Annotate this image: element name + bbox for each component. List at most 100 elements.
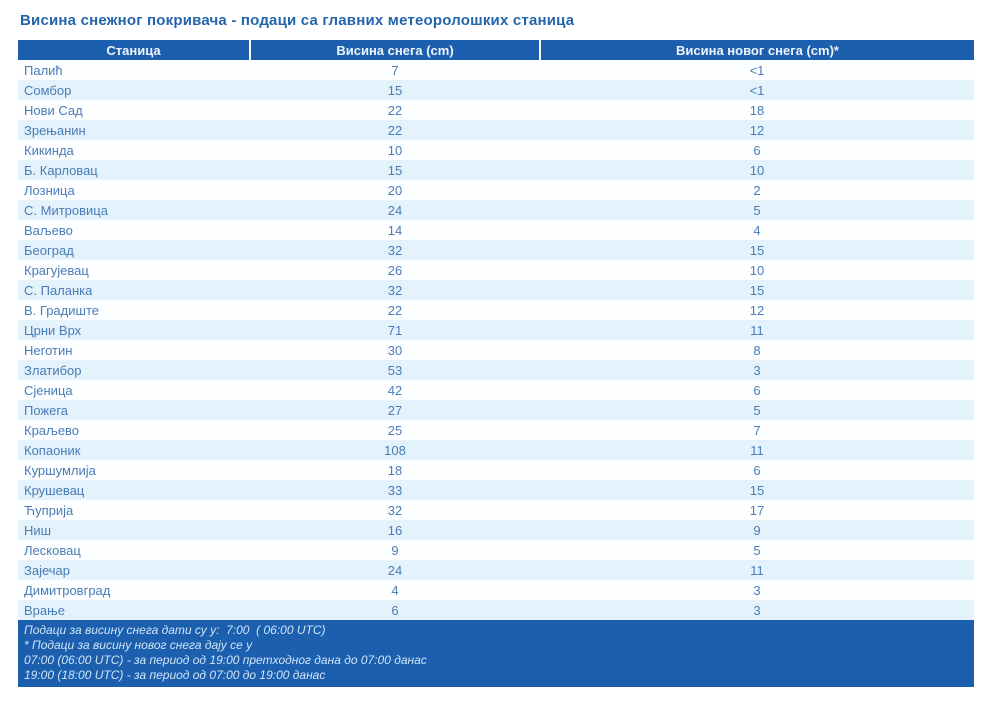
new-snow-height-cell: 15	[749, 282, 765, 298]
station-cell: Краљево	[24, 422, 80, 438]
station-cell: Димитровград	[24, 582, 111, 598]
table-row: Неготин 30 8	[18, 340, 974, 360]
snow-height-cell: 26	[387, 262, 403, 278]
station-cell: Копаоник	[24, 442, 81, 458]
snow-height-cell: 30	[387, 342, 403, 358]
table-row: Црни Врх 71 11	[18, 320, 974, 340]
station-cell: Крушевац	[24, 482, 85, 498]
table-row: Копаоник 108 11	[18, 440, 974, 460]
snow-height-cell: 32	[387, 282, 403, 298]
station-cell: Лозница	[24, 182, 75, 198]
table-row: Лозница 20 2	[18, 180, 974, 200]
table-footer-notes: Подаци за висину снега дати су у: 7:00 (…	[18, 620, 974, 687]
new-snow-height-cell: 10	[749, 262, 765, 278]
table-header: Станица Висина снега (cm) Висина новог с…	[18, 40, 974, 60]
new-snow-height-cell: 6	[753, 462, 761, 478]
station-cell: Палић	[24, 62, 63, 78]
snow-height-cell: 14	[387, 222, 403, 238]
station-cell: Београд	[24, 242, 74, 258]
snow-height-cell: 24	[387, 202, 403, 218]
new-snow-height-cell: 11	[750, 562, 764, 578]
table-row: Б. Карловац 15 10	[18, 160, 974, 180]
new-snow-height-cell: 11	[750, 322, 764, 338]
table-row: С. Митровица 24 5	[18, 200, 974, 220]
new-snow-height-cell: 7	[753, 422, 761, 438]
snow-height-cell: 71	[387, 322, 403, 338]
column-header-new-snow-height: Висина новог снега (cm)*	[540, 40, 974, 60]
new-snow-height-cell: 5	[753, 402, 761, 418]
new-snow-height-cell: 4	[753, 222, 761, 238]
new-snow-height-cell: 8	[753, 342, 761, 358]
station-cell: Ниш	[24, 522, 52, 538]
table-row: Сомбор 15 <1	[18, 80, 974, 100]
snow-height-cell: 25	[387, 422, 403, 438]
new-snow-height-cell: 6	[753, 142, 761, 158]
snow-height-cell: 6	[391, 602, 399, 618]
table-row: С. Паланка 32 15	[18, 280, 974, 300]
station-cell: Зрењанин	[24, 122, 86, 138]
table-row: Златибор 53 3	[18, 360, 974, 380]
snow-height-cell: 4	[391, 582, 399, 598]
snow-height-cell: 32	[387, 242, 403, 258]
snow-height-cell: 22	[387, 102, 403, 118]
snow-height-cell: 15	[387, 162, 403, 178]
table-row: Лесковац 9 5	[18, 540, 974, 560]
new-snow-height-cell: <1	[749, 62, 765, 78]
snow-height-cell: 32	[387, 502, 403, 518]
snow-height-cell: 24	[387, 562, 403, 578]
station-cell: Неготин	[24, 342, 73, 358]
table-row: Сјеница 42 6	[18, 380, 974, 400]
station-cell: Куршумлија	[24, 462, 96, 478]
table-row: Крагујевац 26 10	[18, 260, 974, 280]
snow-height-cell: 18	[387, 462, 403, 478]
snow-height-cell: 15	[387, 82, 403, 98]
table-row: Врање 6 3	[18, 600, 974, 620]
station-cell: Лесковац	[24, 542, 81, 558]
station-cell: Златибор	[24, 362, 82, 378]
column-header-snow-height: Висина снега (cm)	[250, 40, 541, 60]
new-snow-height-cell: 3	[753, 582, 761, 598]
station-cell: Црни Врх	[24, 322, 82, 338]
station-cell: В. Градиште	[24, 302, 99, 318]
station-cell: Зајечар	[24, 562, 71, 578]
new-snow-height-cell: 3	[753, 362, 761, 378]
new-snow-height-cell: <1	[749, 82, 765, 98]
station-cell: Сомбор	[24, 82, 72, 98]
snow-height-cell: 53	[387, 362, 403, 378]
snow-height-cell: 16	[387, 522, 403, 538]
station-cell: Ћуприја	[24, 502, 74, 518]
footer-note-line: Подаци за висину снега дати су у: 7:00 (…	[24, 623, 326, 637]
snow-height-cell: 20	[387, 182, 403, 198]
snow-height-cell: 22	[387, 122, 403, 138]
table-row: Краљево 25 7	[18, 420, 974, 440]
footer-note-line: 07:00 (06:00 UTC) - за период од 19:00 п…	[24, 653, 427, 667]
station-cell: Пожега	[24, 402, 69, 418]
station-cell: Ваљево	[24, 222, 73, 238]
station-cell: Кикинда	[24, 142, 74, 158]
table-row: Ваљево 14 4	[18, 220, 974, 240]
table-row: Кикинда 10 6	[18, 140, 974, 160]
table-row: В. Градиште 22 12	[18, 300, 974, 320]
snow-height-cell: 9	[391, 542, 399, 558]
new-snow-height-cell: 12	[749, 122, 765, 138]
snow-height-cell: 108	[384, 442, 406, 458]
station-cell: Врање	[24, 602, 65, 618]
new-snow-height-cell: 5	[753, 202, 761, 218]
table-row: Зрењанин 22 12	[18, 120, 974, 140]
table-row: Београд 32 15	[18, 240, 974, 260]
new-snow-height-cell: 2	[753, 182, 761, 198]
station-cell: С. Паланка	[24, 282, 93, 298]
new-snow-height-cell: 17	[749, 502, 765, 518]
snow-height-cell: 42	[387, 382, 403, 398]
table-row: Ниш 16 9	[18, 520, 974, 540]
new-snow-height-cell: 6	[753, 382, 761, 398]
new-snow-height-cell: 5	[753, 542, 761, 558]
new-snow-height-cell: 15	[749, 482, 765, 498]
snow-height-cell: 10	[387, 142, 403, 158]
new-snow-height-cell: 10	[749, 162, 765, 178]
new-snow-height-cell: 3	[753, 602, 761, 618]
snow-height-cell: 22	[387, 302, 403, 318]
table-row: Крушевац 33 15	[18, 480, 974, 500]
footer-note-line: 19:00 (18:00 UTC) - за период од 07:00 д…	[24, 668, 326, 682]
